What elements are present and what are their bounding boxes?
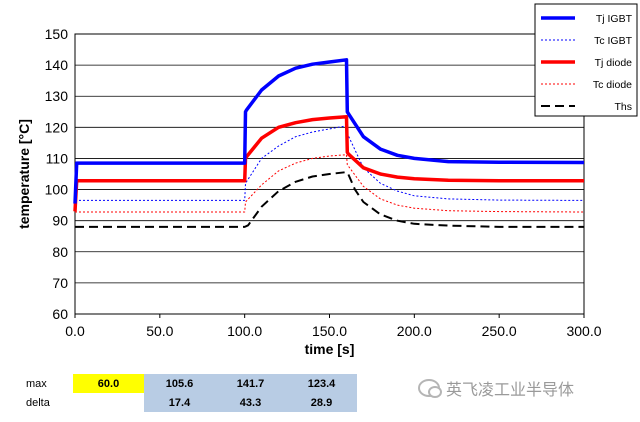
legend-box — [534, 3, 638, 117]
summary-table: max 60.0 105.6 141.7 123.4 delta 17.4 43… — [0, 374, 357, 412]
row-label-max: max — [26, 377, 47, 390]
delta-cell-2: 17.4 — [144, 393, 215, 412]
y-tick-labels: 60 70 80 90 100 110 120 130 140 150 — [45, 26, 69, 322]
x-tick-label: 200.0 — [397, 323, 432, 339]
x-tick-label: 250.0 — [482, 323, 517, 339]
y-tick-label: 130 — [45, 88, 69, 104]
delta-cell-3: 43.3 — [215, 393, 286, 412]
legend-label-tc-igbt: Tc IGBT — [594, 35, 633, 47]
series-line-tj-igbt — [73, 58, 585, 204]
x-tick-label: 100.0 — [227, 323, 262, 339]
x-tick-label: 300.0 — [566, 323, 601, 339]
max-cell-4: 123.4 — [286, 374, 357, 393]
watermark-text: 英飞凌工业半导体 — [446, 380, 575, 399]
legend-label-tj-diode: Tj diode — [595, 57, 633, 69]
y-tick-label: 100 — [45, 182, 69, 198]
legend: Tj IGBT Tc IGBT Tj diode Tc diode Ths — [534, 3, 638, 117]
y-axis-title: temperature [°C] — [16, 119, 32, 229]
legend-label-tj-igbt: Tj IGBT — [596, 13, 633, 25]
y-tick-label: 150 — [45, 26, 69, 42]
y-tick-label: 120 — [45, 119, 69, 135]
max-cell-3: 141.7 — [215, 374, 286, 393]
temperature-chart: 60 70 80 90 100 110 120 130 140 150 0.0 50.0 100.0 1… — [16, 3, 638, 357]
legend-label-ths: Ths — [614, 101, 632, 113]
table-row: delta 17.4 43.3 28.9 — [0, 393, 357, 412]
legend-label-tc-diode: Tc diode — [593, 79, 632, 91]
delta-cell-4: 28.9 — [286, 393, 357, 412]
x-tick-label: 150.0 — [312, 323, 347, 339]
y-tick-label: 70 — [52, 275, 68, 291]
y-tick-label: 90 — [52, 213, 68, 229]
x-tick-labels: 0.0 50.0 100.0 150.0 200.0 250.0 300.0 — [65, 314, 602, 339]
watermark: 英飞凌工业半导体 — [418, 376, 574, 400]
series-lines — [73, 58, 585, 228]
row-label-delta: delta — [26, 396, 50, 409]
x-tick-label: 0.0 — [65, 323, 85, 339]
table-row: max 60.0 105.6 141.7 123.4 — [0, 374, 357, 393]
max-cell-1: 60.0 — [73, 374, 144, 393]
y-tick-label: 80 — [52, 244, 68, 260]
delta-cell-1 — [73, 393, 144, 412]
y-tick-label: 110 — [46, 150, 69, 166]
max-cell-2: 105.6 — [144, 374, 215, 393]
wechat-icon — [418, 379, 442, 398]
x-tick-label: 50.0 — [146, 323, 173, 339]
y-tick-label: 60 — [52, 306, 68, 322]
x-axis-title: time [s] — [305, 341, 355, 357]
y-tick-label: 140 — [45, 57, 69, 73]
series-line-tc-igbt — [75, 125, 585, 201]
